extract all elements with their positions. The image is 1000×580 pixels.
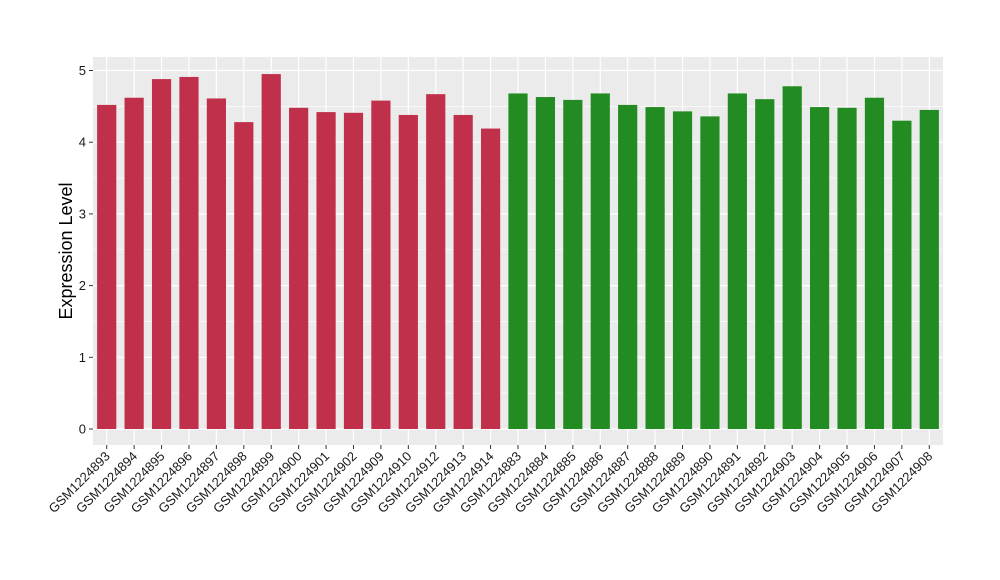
bar: [919, 109, 939, 429]
y-tick-label: 5: [79, 63, 86, 78]
bar: [316, 112, 336, 429]
bar: [179, 76, 199, 429]
y-tick-label: 1: [79, 350, 86, 365]
bar: [727, 93, 747, 429]
y-axis-title: Expression Level: [56, 182, 76, 319]
bar: [261, 74, 281, 430]
bar: [618, 104, 638, 429]
bar: [234, 122, 254, 430]
y-tick-label: 2: [79, 278, 86, 293]
bar: [645, 107, 665, 429]
bar: [343, 112, 364, 429]
bar: [151, 79, 172, 429]
bar: [810, 107, 830, 429]
y-axis: 0 1 2 3 4 5: [79, 63, 93, 437]
bar: [672, 111, 693, 429]
bar: [700, 116, 720, 429]
y-tick-label: 0: [79, 422, 86, 437]
bars: [97, 74, 939, 430]
bar: [426, 94, 446, 429]
bar: [508, 93, 528, 429]
bar: [398, 114, 418, 429]
bar: [371, 100, 391, 429]
bar: [782, 86, 802, 430]
bar: [289, 107, 309, 429]
bar: [535, 97, 556, 430]
bar: [124, 97, 144, 429]
bar: [755, 99, 775, 430]
bar: [206, 98, 226, 429]
bar: [892, 120, 912, 429]
bar: [563, 99, 583, 429]
bar: [480, 128, 501, 429]
y-tick-label: 3: [79, 206, 86, 221]
x-axis: GSM1224893GSM1224894GSM1224895GSM1224896…: [45, 445, 935, 516]
bar: [97, 104, 117, 429]
bar: [864, 97, 885, 429]
bar: [837, 107, 857, 429]
bar: [590, 93, 610, 429]
y-tick-label: 4: [79, 135, 86, 150]
bar: [453, 114, 473, 429]
